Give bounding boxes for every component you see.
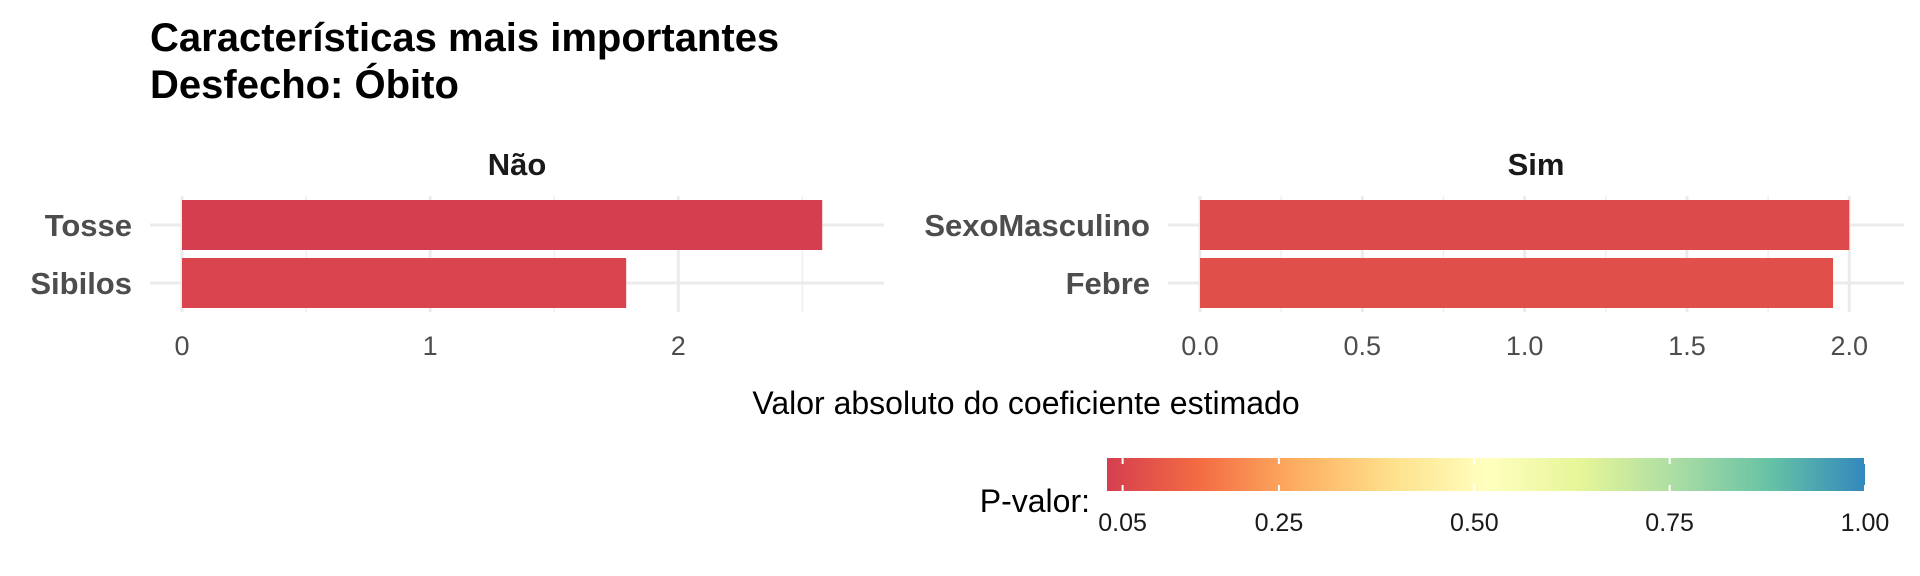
category-label: Febre [1066,266,1150,301]
panel-strip-label: Não [488,147,547,182]
x-axis-label: Valor absoluto do coeficiente estimado [752,385,1299,421]
category-label: SexoMasculino [924,208,1150,243]
bar [182,200,823,250]
legend-colorbar [1107,458,1865,491]
chart-subtitle: Desfecho: Óbito [150,61,459,107]
bar [1200,258,1834,308]
x-tick-label: 2 [671,331,686,361]
legend-title: P-valor: [980,483,1090,519]
panel-2: Sim SexoMasculino Febre 0.0 0.5 1.0 1.5 2.0 [924,147,1904,361]
legend-tick-label: 1.00 [1841,509,1890,537]
legend-tick-label: 0.75 [1645,509,1694,537]
bar [1200,200,1850,250]
x-tick-label: 0 [174,331,189,361]
legend-tick-label: 0.25 [1255,509,1304,537]
legend-tick-label: 0.50 [1450,509,1499,537]
chart-title: Características mais importantes [150,16,779,60]
legend-tick-label: 0.05 [1098,509,1147,537]
x-tick-label: 0.0 [1181,331,1219,361]
x-tick-label: 0.5 [1344,331,1382,361]
x-tick-label: 1.0 [1506,331,1544,361]
bar [182,258,627,308]
panels: Não Tosse Sibilos 0 1 2 Sim SexoMasculino Febre 0… [30,147,1904,361]
x-tick-label: 1.5 [1668,331,1706,361]
legend: P-valor: 0.05 0.25 0.50 0.75 1.00 [980,458,1890,537]
x-tick-label: 1 [423,331,438,361]
panel-1: Não Tosse Sibilos 0 1 2 [30,147,884,361]
x-tick-label: 2.0 [1831,331,1869,361]
category-label: Sibilos [30,266,132,301]
panel-strip-label: Sim [1508,147,1565,182]
category-label: Tosse [45,208,132,243]
